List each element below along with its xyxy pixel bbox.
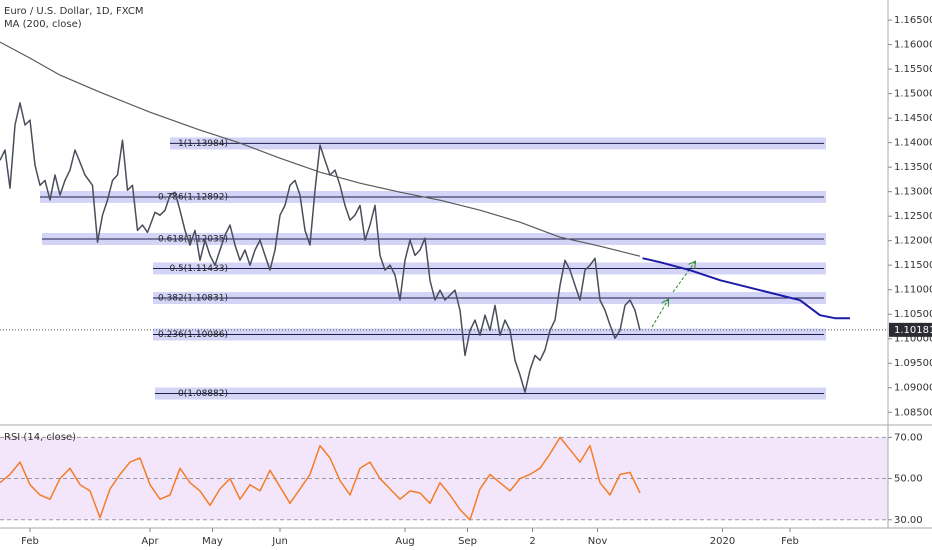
fib-label: 0.5(1.11433) xyxy=(169,264,228,274)
x-tick-label: May xyxy=(202,536,223,547)
y-tick-label: 1.08500 xyxy=(894,407,932,418)
y-tick-label: 1.15500 xyxy=(894,64,932,75)
chart-title: Euro / U.S. Dollar, 1D, FXCM xyxy=(4,6,143,17)
y-tick-label: 1.16000 xyxy=(894,40,932,51)
y-tick-label: 1.12500 xyxy=(894,211,932,222)
x-tick-label: 2020 xyxy=(710,536,735,547)
fib-label: 0.618(1.12035) xyxy=(158,234,228,244)
series-line xyxy=(0,102,641,393)
y-tick-label: 1.13000 xyxy=(894,187,932,198)
x-tick-label: Jun xyxy=(271,536,288,547)
y-tick-label: 1.16500 xyxy=(894,15,932,26)
y-tick-label: 30.00 xyxy=(894,515,923,526)
y-tick-label: 1.15000 xyxy=(894,89,932,100)
x-tick-label: Feb xyxy=(21,536,39,547)
x-tick-label: Aug xyxy=(395,536,415,547)
fib-label: 0.236(1.10086) xyxy=(158,330,228,340)
y-tick-label: 1.14500 xyxy=(894,113,932,124)
y-tick-label: 1.11500 xyxy=(894,260,932,271)
y-tick-label: 1.10500 xyxy=(894,309,932,320)
y-tick-label: 1.12000 xyxy=(894,236,932,247)
y-tick-label: 1.13500 xyxy=(894,162,932,173)
x-tick-label: Nov xyxy=(588,536,608,547)
last-price-label: 1.10181 xyxy=(894,325,932,336)
y-tick-label: 1.09000 xyxy=(894,383,932,394)
x-tick-label: Feb xyxy=(781,536,799,547)
x-tick-label: 2 xyxy=(529,536,535,547)
fib-label: 0(1.08882) xyxy=(178,389,228,399)
last-price-box xyxy=(889,322,932,337)
y-tick-label: 70.00 xyxy=(894,432,923,443)
legend-entry: MA (200, close) xyxy=(4,19,82,30)
series-line xyxy=(642,257,850,320)
projection-arrow xyxy=(651,300,668,328)
fib-label: 1(1.13984) xyxy=(178,139,228,149)
fib-label: 0.382(1.10831) xyxy=(158,293,228,303)
x-tick-label: Sep xyxy=(458,536,477,547)
y-tick-label: 1.09500 xyxy=(894,358,932,369)
y-tick-label: 1.11000 xyxy=(894,285,932,296)
indicator-title: RSI (14, close) xyxy=(4,432,76,443)
series-line xyxy=(0,436,641,521)
x-tick-label: Apr xyxy=(141,536,159,547)
projection-arrow xyxy=(672,262,695,293)
y-tick-label: 1.10000 xyxy=(894,334,932,345)
series-line xyxy=(0,41,641,257)
fib-label: 0.786(1.12892) xyxy=(158,192,228,202)
y-tick-label: 50.00 xyxy=(894,474,923,485)
y-tick-label: 1.14000 xyxy=(894,138,932,149)
